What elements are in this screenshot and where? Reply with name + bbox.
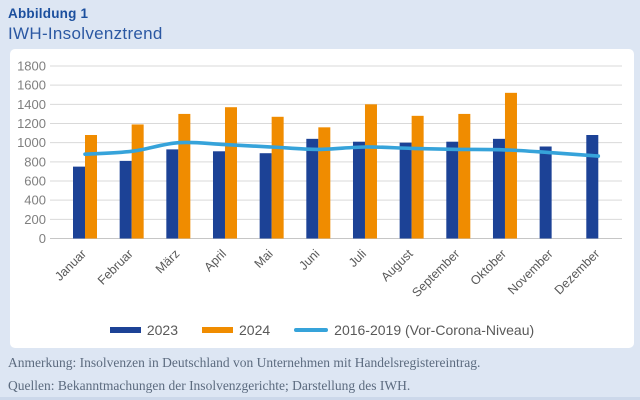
sources-line: Quellen: Bekanntmachungen der Insolvenzg… bbox=[8, 377, 411, 393]
y-tick-label: 600 bbox=[24, 174, 46, 189]
x-label-januar: Januar bbox=[52, 247, 89, 284]
bar-2024-januar bbox=[85, 135, 97, 239]
page-title: IWH-Insolvenztrend bbox=[8, 23, 163, 43]
bar-2024-juli bbox=[364, 104, 377, 239]
gridlines bbox=[50, 65, 622, 239]
y-tick-label: 1800 bbox=[17, 59, 46, 74]
note-line: Anmerkung: Insolvenzen in Deutschland vo… bbox=[8, 355, 481, 370]
bar-2023-märz bbox=[166, 149, 179, 239]
legend-item-2023: 2023 bbox=[109, 322, 178, 338]
bars-2023 bbox=[73, 135, 599, 239]
bar-2023-juli bbox=[352, 141, 365, 239]
x-label-dezember: Dezember bbox=[552, 247, 603, 298]
x-axis-labels: Januar Februar März April Mai Juni Juli AugustS… bbox=[52, 246, 602, 300]
bar-2023-april bbox=[212, 151, 225, 239]
footer: Anmerkung: Insolvenzen in Deutschland vo… bbox=[8, 352, 636, 398]
y-tick-label: 1600 bbox=[17, 78, 46, 93]
bar-2024-oktober bbox=[504, 92, 517, 239]
legend-item-2024: 2024 bbox=[202, 322, 270, 338]
bar-2023-januar bbox=[73, 166, 85, 239]
y-tick-label: 0 bbox=[39, 231, 46, 246]
legend-swatch-trendline-icon bbox=[294, 328, 329, 332]
x-label-september: September bbox=[409, 247, 462, 300]
x-label-mai: Mai bbox=[252, 247, 276, 271]
y-tick-label: 200 bbox=[24, 212, 46, 227]
bar-2023-oktober bbox=[492, 138, 505, 239]
bar-2024-april bbox=[224, 107, 237, 239]
trend-line-2016-2019 bbox=[83, 140, 601, 158]
legend-swatch-2024-icon bbox=[202, 327, 233, 333]
x-label-februar: Februar bbox=[95, 247, 136, 288]
bar-2023-mai bbox=[259, 153, 272, 239]
legend-item-precorona: 2016-2019 (Vor-Corona-Niveau) bbox=[294, 322, 534, 338]
legend-swatch-2023-icon bbox=[109, 327, 141, 333]
bar-2024-september bbox=[458, 113, 471, 239]
bar-2024-märz bbox=[178, 113, 191, 239]
legend-label-2024: 2024 bbox=[239, 322, 271, 338]
chart-legend: 2023 2024 2016-2019 (Vor-Corona-Niveau) bbox=[10, 320, 634, 340]
bar-2023-juni bbox=[306, 138, 319, 239]
bar-2024-mai bbox=[271, 116, 284, 239]
x-label-august: August bbox=[378, 246, 416, 284]
figure-label: Abbildung 1 bbox=[8, 6, 89, 21]
x-label-juli: Juli bbox=[346, 247, 369, 270]
y-tick-label: 1400 bbox=[17, 97, 46, 112]
bar-2024-august bbox=[411, 115, 424, 239]
y-tick-label: 800 bbox=[24, 154, 46, 169]
bar-2024-juni bbox=[318, 127, 331, 239]
bar-2023-dezember bbox=[586, 135, 599, 239]
bar-2023-august bbox=[399, 142, 412, 239]
bottom-edge-divider bbox=[0, 397, 640, 400]
chart-card: 0 200 400 600 800 1000 1200 1400 1600 1800 Januar F… bbox=[10, 49, 634, 348]
x-label-november: November bbox=[505, 247, 556, 298]
x-label-juni: Juni bbox=[296, 247, 322, 273]
bar-2023-september bbox=[446, 141, 459, 239]
x-label-oktober: Oktober bbox=[468, 247, 509, 288]
x-label-märz: März bbox=[153, 247, 183, 277]
bar-2024-februar bbox=[131, 124, 144, 239]
bars-2024 bbox=[85, 92, 517, 239]
insolvency-chart: 0 200 400 600 800 1000 1200 1400 1600 1800 Januar F… bbox=[17, 59, 622, 300]
legend-label-precorona: 2016-2019 (Vor-Corona-Niveau) bbox=[334, 322, 535, 338]
bar-2023-november bbox=[539, 146, 552, 239]
y-tick-label: 400 bbox=[24, 193, 46, 208]
x-label-april: April bbox=[202, 247, 230, 275]
bar-2023-februar bbox=[119, 160, 132, 239]
y-axis-tick-labels: 0 200 400 600 800 1000 1200 1400 1600 1800 bbox=[17, 59, 46, 247]
y-tick-label: 1000 bbox=[17, 135, 46, 150]
header: Abbildung 1 IWH-Insolvenztrend bbox=[8, 6, 163, 43]
y-tick-label: 1200 bbox=[17, 116, 46, 131]
legend-label-2023: 2023 bbox=[146, 322, 178, 338]
